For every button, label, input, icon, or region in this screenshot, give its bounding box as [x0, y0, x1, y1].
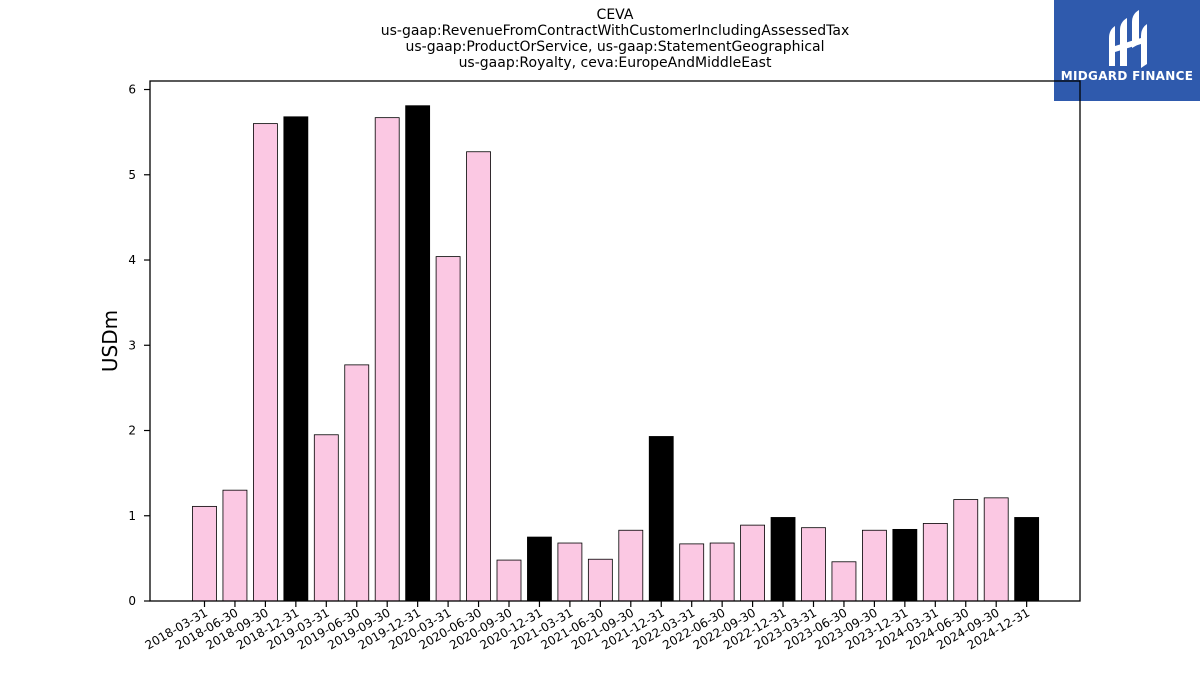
bar-2023-12-31: [892, 528, 918, 602]
plot-frame: [149, 80, 1081, 602]
title-line-axes: us-gaap:ProductOrService, us-gaap:Statem…: [405, 39, 825, 55]
bar-2021-03-31: [557, 542, 583, 602]
bar-2018-12-31: [283, 116, 309, 602]
title-line-company: CEVA: [596, 7, 634, 23]
y-axis: 0 1 2 3 4 5 6: [128, 83, 150, 608]
bar-2023-09-30: [862, 529, 887, 602]
bar-2019-06-30: [344, 364, 370, 602]
logo-badge: MIDGARD FINANCE: [1054, 0, 1200, 101]
bar-2024-03-31: [922, 523, 948, 602]
y-tick-label: 4: [128, 253, 136, 267]
bar-2020-06-30: [466, 151, 491, 602]
title-line-concept: us-gaap:RevenueFromContractWithCustomerI…: [380, 23, 850, 39]
y-tick-label: 1: [128, 509, 136, 523]
y-tick-label: 2: [128, 424, 136, 438]
y-tick-label: 6: [128, 83, 136, 97]
bar-2024-12-31: [1014, 517, 1040, 602]
bar-2018-03-31: [192, 505, 217, 602]
bar-2023-03-31: [801, 527, 826, 602]
logo-text: MIDGARD FINANCE: [1060, 69, 1194, 83]
bar-2022-03-31: [679, 543, 705, 602]
bar-2024-09-30: [983, 497, 1009, 602]
bar-2021-06-30: [587, 558, 613, 602]
bar-2021-12-31: [648, 436, 674, 602]
bar-2021-09-30: [618, 529, 644, 602]
bar-2023-06-30: [831, 561, 857, 602]
bar-2019-12-31: [405, 105, 431, 602]
bar-2022-06-30: [709, 542, 735, 602]
y-tick-label: 3: [128, 338, 136, 352]
y-axis-label: USDm: [98, 310, 122, 372]
bar-2020-03-31: [435, 256, 461, 602]
bar-2018-06-30: [222, 489, 248, 602]
bar-2018-09-30: [252, 123, 278, 602]
bars-group: [192, 105, 1040, 602]
bar-2020-12-31: [527, 536, 552, 602]
bar-2019-09-30: [374, 117, 400, 602]
bar-2022-09-30: [740, 524, 765, 602]
bar-2022-12-31: [770, 517, 796, 602]
y-tick-label: 0: [128, 594, 136, 608]
x-axis: 2018-03-312018-06-302018-09-302018-12-31…: [143, 601, 1032, 652]
bar-2019-03-31: [313, 434, 339, 602]
title-line-members: us-gaap:Royalty, ceva:EuropeAndMiddleEas…: [458, 55, 772, 71]
bar-2020-09-30: [496, 559, 522, 602]
chart-title: CEVA us-gaap:RevenueFromContractWithCust…: [150, 7, 1080, 71]
midgard-logo-icon: [1109, 10, 1147, 68]
bar-2024-06-30: [953, 499, 979, 602]
y-tick-label: 5: [128, 168, 136, 182]
